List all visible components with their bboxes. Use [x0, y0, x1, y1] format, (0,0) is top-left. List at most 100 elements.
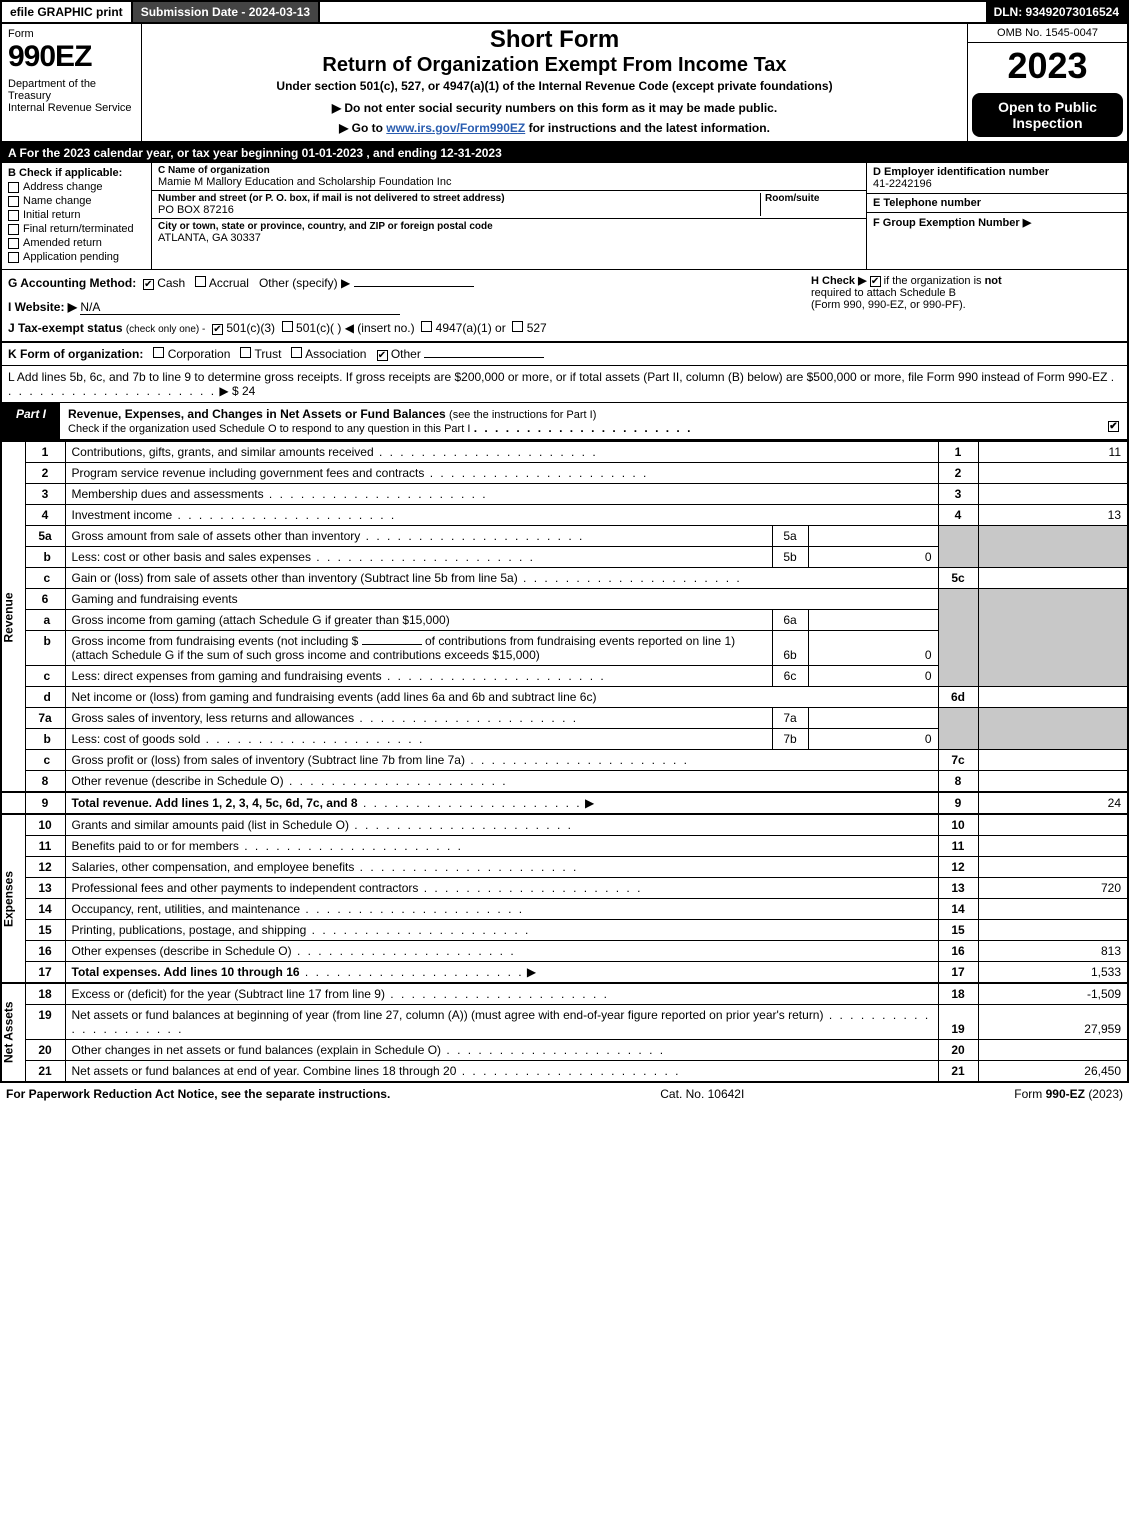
line-num: 16	[25, 941, 65, 962]
b-amended-return[interactable]: Amended return	[8, 237, 145, 249]
goto-link[interactable]: www.irs.gov/Form990EZ	[386, 121, 525, 135]
table-row: cGross profit or (loss) from sales of in…	[1, 750, 1128, 771]
website-input[interactable]: N/A	[80, 300, 400, 315]
b-initial-return[interactable]: Initial return	[8, 209, 145, 221]
header-center: Short Form Return of Organization Exempt…	[142, 24, 967, 141]
checkbox-icon[interactable]	[8, 224, 19, 235]
line-num: 13	[25, 878, 65, 899]
line-ref: 5c	[938, 568, 978, 589]
dots	[349, 818, 573, 832]
sub-val	[808, 526, 938, 547]
d-label: D Employer identification number	[873, 166, 1121, 178]
checkbox-icon[interactable]	[8, 210, 19, 221]
b-address-change[interactable]: Address change	[8, 181, 145, 193]
g-other-input[interactable]	[354, 286, 474, 287]
grey-cell	[978, 526, 1128, 568]
line-ref: 19	[938, 1005, 978, 1040]
table-row: 11Benefits paid to or for members11	[1, 836, 1128, 857]
line-ref: 15	[938, 920, 978, 941]
h-text4: (Form 990, 990-EZ, or 990-PF).	[811, 299, 966, 311]
page-footer: For Paperwork Reduction Act Notice, see …	[0, 1083, 1129, 1105]
checkbox-icon[interactable]	[153, 347, 164, 358]
checkbox-icon[interactable]	[8, 252, 19, 263]
checkbox-checked-icon[interactable]: ✔	[143, 279, 154, 290]
checkbox-icon[interactable]	[8, 238, 19, 249]
line-num: 8	[25, 771, 65, 793]
h-text3: required to attach Schedule B	[811, 287, 956, 299]
line-desc: Net income or (loss) from gaming and fun…	[72, 690, 597, 704]
checkbox-checked-icon[interactable]: ✔	[870, 276, 881, 287]
line-val: 813	[978, 941, 1128, 962]
b-final-return[interactable]: Final return/terminated	[8, 223, 145, 235]
checkbox-icon[interactable]	[282, 321, 293, 332]
dots	[292, 944, 516, 958]
line-desc: Gain or (loss) from sale of assets other…	[72, 571, 518, 585]
omb-number: OMB No. 1545-0047	[968, 24, 1127, 43]
blank	[1, 792, 25, 814]
b-name-change[interactable]: Name change	[8, 195, 145, 207]
grey-cell	[938, 526, 978, 568]
l-val: ▶ $ 24	[219, 384, 255, 398]
line-ref: 8	[938, 771, 978, 793]
dots	[200, 732, 424, 746]
form-header: Form 990EZ Department of the Treasury In…	[0, 24, 1129, 143]
checkbox-checked-icon[interactable]: ✔	[1108, 421, 1119, 432]
line-num: c	[25, 666, 65, 687]
dots	[311, 550, 535, 564]
checkbox-icon[interactable]	[8, 196, 19, 207]
b-label: Initial return	[23, 209, 80, 221]
sub-ref: 6c	[772, 666, 808, 687]
table-row: 21Net assets or fund balances at end of …	[1, 1061, 1128, 1083]
line-val	[978, 771, 1128, 793]
k-opt: Association	[305, 347, 366, 361]
line-num: b	[25, 729, 65, 750]
checkbox-checked-icon[interactable]: ✔	[212, 324, 223, 335]
k-opt: Other	[391, 347, 421, 361]
checkbox-icon[interactable]	[512, 321, 523, 332]
section-h: H Check ▶ ✔ if the organization is not r…	[811, 274, 1121, 311]
line-num: 20	[25, 1040, 65, 1061]
line-ref: 20	[938, 1040, 978, 1061]
checkbox-icon[interactable]	[240, 347, 251, 358]
b-label: Amended return	[23, 237, 102, 249]
checkbox-icon[interactable]	[8, 182, 19, 193]
g-label: G Accounting Method:	[8, 276, 136, 290]
goto-line: ▶ Go to www.irs.gov/Form990EZ for instru…	[152, 121, 957, 135]
table-row: 5aGross amount from sale of assets other…	[1, 526, 1128, 547]
line-num: 9	[25, 792, 65, 814]
checkbox-icon[interactable]	[195, 276, 206, 287]
b-application-pending[interactable]: Application pending	[8, 251, 145, 263]
line-desc: Total expenses. Add lines 10 through 16	[72, 965, 300, 979]
amount-input[interactable]	[362, 644, 422, 645]
checkbox-icon[interactable]	[291, 347, 302, 358]
sub-val: 0	[808, 547, 938, 568]
line-num: 12	[25, 857, 65, 878]
dots	[385, 987, 609, 1001]
line-desc: Program service revenue including govern…	[72, 466, 425, 480]
j-opt: 4947(a)(1) or	[436, 321, 506, 335]
header-left: Form 990EZ Department of the Treasury In…	[2, 24, 142, 141]
dots	[441, 1043, 665, 1057]
checkbox-icon[interactable]	[421, 321, 432, 332]
grey-cell	[938, 708, 978, 750]
line-val: 26,450	[978, 1061, 1128, 1083]
k-other-input[interactable]	[424, 357, 544, 358]
sub-ref: 6a	[772, 610, 808, 631]
k-label: K Form of organization:	[8, 347, 143, 361]
line-desc: Less: direct expenses from gaming and fu…	[72, 669, 382, 683]
line-num: 19	[25, 1005, 65, 1040]
line-val: 13	[978, 505, 1128, 526]
section-b: B Check if applicable: Address change Na…	[2, 163, 152, 269]
efile-label[interactable]: efile GRAPHIC print	[2, 2, 133, 22]
j-label: J Tax-exempt status	[8, 321, 123, 335]
checkbox-checked-icon[interactable]: ✔	[377, 350, 388, 361]
part1-title-text: Revenue, Expenses, and Changes in Net As…	[68, 407, 446, 421]
dots	[465, 753, 689, 767]
table-row: 7aGross sales of inventory, less returns…	[1, 708, 1128, 729]
grey-cell	[938, 589, 978, 687]
b-label: Final return/terminated	[23, 223, 134, 235]
line-ref: 11	[938, 836, 978, 857]
line-val	[978, 836, 1128, 857]
line-desc: Net assets or fund balances at end of ye…	[72, 1064, 457, 1078]
form-number: 990EZ	[8, 40, 135, 74]
